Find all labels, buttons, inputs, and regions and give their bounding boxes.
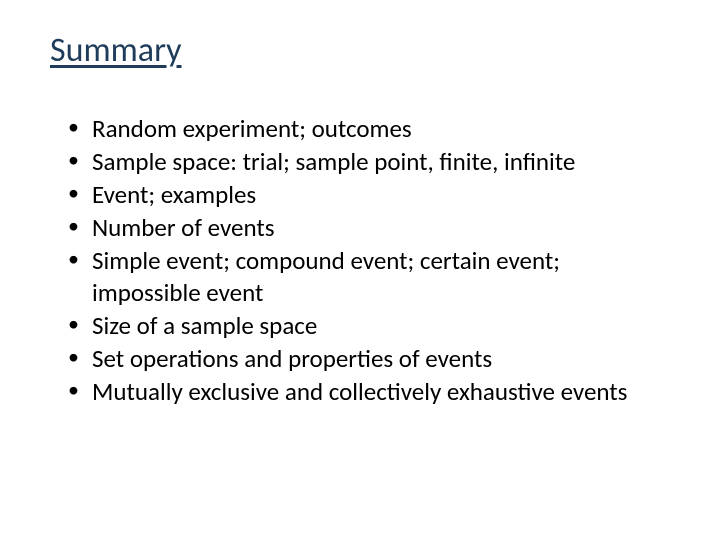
list-item: Random experiment; outcomes	[64, 113, 670, 145]
slide-container: Summary Random experiment; outcomes Samp…	[0, 0, 720, 540]
list-item: Mutually exclusive and collectively exha…	[64, 376, 670, 408]
bullet-list: Random experiment; outcomes Sample space…	[64, 113, 670, 408]
slide-content: Random experiment; outcomes Sample space…	[50, 113, 670, 408]
list-item: Sample space: trial; sample point, finit…	[64, 146, 670, 178]
list-item: Size of a sample space	[64, 310, 670, 342]
list-item: Event; examples	[64, 179, 670, 211]
list-item: Simple event; compound event; certain ev…	[64, 245, 670, 309]
slide-title: Summary	[50, 30, 670, 71]
list-item: Set operations and properties of events	[64, 343, 670, 375]
list-item: Number of events	[64, 212, 670, 244]
